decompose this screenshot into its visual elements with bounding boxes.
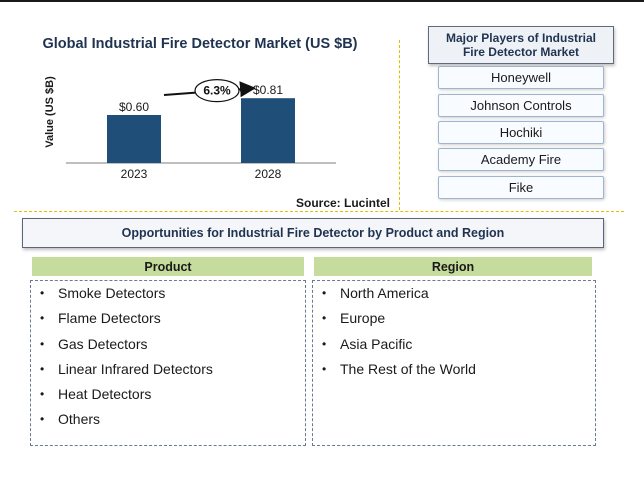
players-header: Major Players of Industrial Fire Detecto… xyxy=(428,26,614,64)
top-border-line xyxy=(0,0,644,2)
chart-title: Global Industrial Fire Detector Market (… xyxy=(42,36,358,52)
product-item: Smoke Detectors xyxy=(31,281,305,307)
player-hochiki: Hochiki xyxy=(438,121,604,144)
bar-chart: Value (US $B) $0.60 2023 $0.81 2028 6.3% xyxy=(44,76,336,181)
opportunities-header: Opportunities for Industrial Fire Detect… xyxy=(22,218,604,248)
region-header: Region xyxy=(314,257,592,276)
region-list: North America Europe Asia Pacific The Re… xyxy=(312,280,596,446)
players-title-line2: Fire Detector Market xyxy=(462,45,580,59)
region-item: The Rest of the World xyxy=(313,357,595,383)
tick-label-2023: 2023 xyxy=(121,167,148,181)
product-item: Others xyxy=(31,407,305,433)
data-label-2023: $0.60 xyxy=(119,100,149,114)
chart-source: Source: Lucintel xyxy=(296,196,391,210)
product-list: Smoke Detectors Flame Detectors Gas Dete… xyxy=(30,280,306,446)
cagr-badge xyxy=(194,79,240,103)
product-item: Flame Detectors xyxy=(31,306,305,332)
players-title-line1: Major Players of Industrial xyxy=(445,31,597,45)
bar-2023 xyxy=(107,115,161,163)
product-item: Gas Detectors xyxy=(31,332,305,358)
product-item: Heat Detectors xyxy=(31,382,305,408)
y-axis-label: Value (US $B) xyxy=(44,76,56,148)
region-item: Europe xyxy=(313,306,595,332)
region-item: Asia Pacific xyxy=(313,332,595,358)
region-item: North America xyxy=(313,281,595,307)
player-academy-fire: Academy Fire xyxy=(438,148,604,171)
tick-label-2028: 2028 xyxy=(255,167,282,181)
horizontal-divider xyxy=(14,211,624,212)
vertical-divider xyxy=(399,40,400,210)
bar-2028 xyxy=(241,98,295,163)
cagr-label: 6.3% xyxy=(203,84,231,98)
product-item: Linear Infrared Detectors xyxy=(31,357,305,383)
player-fike: Fike xyxy=(438,176,604,199)
data-label-2028: $0.81 xyxy=(253,83,283,97)
player-johnson-controls: Johnson Controls xyxy=(438,94,604,117)
product-header: Product xyxy=(32,257,304,276)
player-honeywell: Honeywell xyxy=(438,66,604,89)
